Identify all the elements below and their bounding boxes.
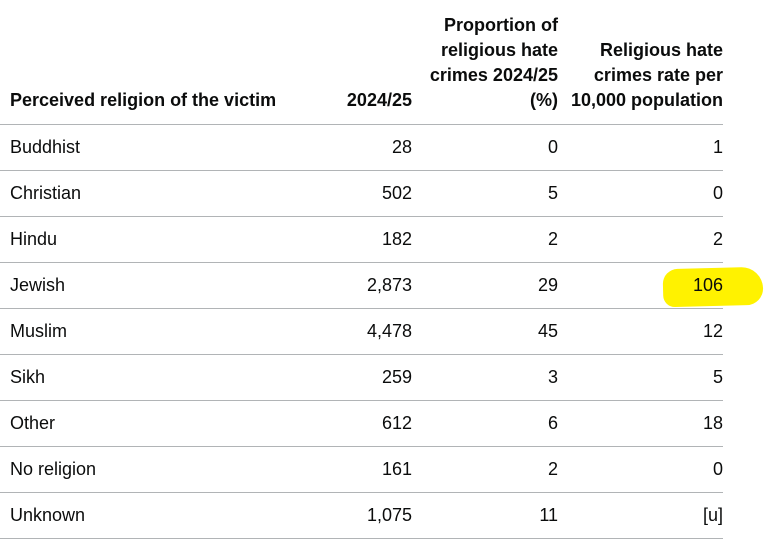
cell-proportion: 2	[412, 446, 558, 493]
cell-count: 4,478	[306, 308, 412, 355]
table-row: No religion 161 2 0	[0, 446, 723, 493]
cell-religion: Muslim	[0, 308, 306, 355]
cell-rate: 0	[558, 446, 723, 493]
cell-count: 28	[306, 124, 412, 171]
header-proportion: Proportion of religious hate crimes 2024…	[412, 0, 558, 125]
religious-hate-crimes-table: Perceived religion of the victim 2024/25…	[0, 0, 764, 539]
cell-count: 502	[306, 170, 412, 217]
cell-count: 1,075	[306, 492, 412, 539]
cell-rate: 12	[558, 308, 723, 355]
cell-religion: Hindu	[0, 216, 306, 263]
cell-rate: 1	[558, 124, 723, 171]
table-row: Unknown 1,075 11 [u]	[0, 492, 723, 539]
table-row: Jewish 2,873 29 106	[0, 262, 764, 309]
cell-proportion: 5	[412, 170, 558, 217]
table-row: Buddhist 28 0 1	[0, 124, 723, 171]
religious-hate-crimes-table-container: Perceived religion of the victim 2024/25…	[0, 0, 764, 539]
cell-count: 612	[306, 400, 412, 447]
header-religion: Perceived religion of the victim	[0, 0, 306, 125]
cell-proportion: 0	[412, 124, 558, 171]
cell-religion: Sikh	[0, 354, 306, 401]
cell-count: 182	[306, 216, 412, 263]
cell-rate: 18	[558, 400, 723, 447]
table-row: Christian 502 5 0	[0, 170, 723, 217]
cell-religion: Christian	[0, 170, 306, 217]
cell-rate-highlighted: 106	[558, 262, 764, 309]
cell-religion: Other	[0, 400, 306, 447]
table-row: Other 612 6 18	[0, 400, 723, 447]
cell-rate: [u]	[558, 492, 723, 539]
cell-proportion: 11	[412, 492, 558, 539]
cell-religion: No religion	[0, 446, 306, 493]
cell-proportion: 45	[412, 308, 558, 355]
cell-count: 161	[306, 446, 412, 493]
cell-religion: Buddhist	[0, 124, 306, 171]
cell-rate: 2	[558, 216, 723, 263]
table-row: Muslim 4,478 45 12	[0, 308, 723, 355]
header-count: 2024/25	[306, 0, 412, 125]
cell-rate: 0	[558, 170, 723, 217]
cell-rate-value: 106	[692, 274, 723, 295]
cell-religion: Jewish	[0, 262, 306, 309]
cell-proportion: 3	[412, 354, 558, 401]
table-header: Perceived religion of the victim 2024/25…	[0, 0, 723, 125]
header-row: Perceived religion of the victim 2024/25…	[0, 0, 723, 125]
table-row: Hindu 182 2 2	[0, 216, 723, 263]
cell-proportion: 29	[412, 262, 558, 309]
cell-count: 2,873	[306, 262, 412, 309]
cell-rate: 5	[558, 354, 723, 401]
cell-count: 259	[306, 354, 412, 401]
table-row: Sikh 259 3 5	[0, 354, 723, 401]
header-rate: Religious hate crimes rate per 10,000 po…	[558, 0, 723, 125]
cell-proportion: 2	[412, 216, 558, 263]
cell-religion: Unknown	[0, 492, 306, 539]
cell-proportion: 6	[412, 400, 558, 447]
table-body: Buddhist 28 0 1 Christian 502 5 0 Hindu …	[0, 124, 764, 539]
